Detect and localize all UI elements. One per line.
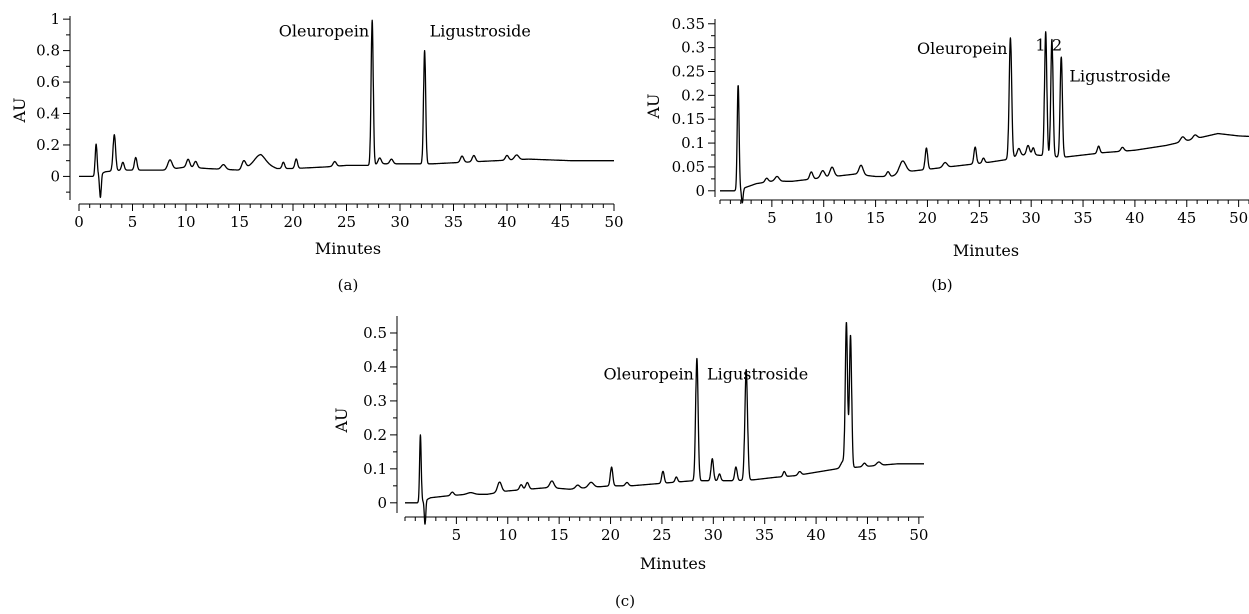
chart-c-x-tick-label: 25 [652, 526, 671, 544]
chart-b-x-tick-label: 40 [1125, 209, 1144, 227]
chart-b-x-tick-label: 30 [1022, 209, 1041, 227]
chart-c-y-axis: 0 0.1 0.2 0.3 0.4 0.5 [363, 316, 398, 513]
chart-a-x-tick-label: 30 [390, 213, 409, 231]
chart-c-y-tick-label: 0 [377, 494, 387, 512]
chart-b-y-tick-label: 0.05 [672, 158, 705, 176]
chart-b-annotations: Oleuropein 1 2 Ligustroside [917, 35, 1171, 85]
chart-a-y-tick-label: 0.2 [36, 136, 60, 154]
chart-a-annotations: Oleuropein Ligustroside [279, 22, 531, 41]
chart-c-trace [404, 321, 925, 525]
chart-b-peak-label: Oleuropein [917, 39, 1007, 58]
chart-c-x-tick-label: 45 [858, 526, 877, 544]
chart-a-x-tick-label: 50 [604, 213, 623, 231]
chart-c-x-tick-label: 15 [550, 526, 569, 544]
chart-b-peak-label: Ligustroside [1069, 66, 1170, 85]
chart-b-x-tick-label: 20 [918, 209, 937, 227]
chart-b-x-axis: 5 10 15 20 25 30 35 40 45 50 [719, 199, 1249, 227]
chart-c-ylabel: AU [332, 407, 351, 433]
chart-c-x-tick-label: 40 [807, 526, 826, 544]
chart-a-x-tick-label: 45 [551, 213, 570, 231]
chart-c-xlabel: Minutes [640, 554, 706, 573]
chart-b-ylabel: AU [644, 93, 663, 119]
chart-b-panel-label: (b) [931, 276, 952, 294]
chart-a-y-tick-label: 0.8 [36, 42, 60, 60]
chart-a-peak-label: Oleuropein [279, 22, 369, 41]
chart-b-x-tick-label: 15 [866, 209, 885, 227]
chart-b-y-axis: 0 0.05 0.1 0.15 0.2 0.25 0.3 0.35 [672, 15, 716, 200]
chart-b-y-tick-label: 0 [695, 182, 705, 200]
chart-a-y-tick-label: 0.4 [36, 105, 60, 123]
chart-a-x-tick-label: 10 [176, 213, 195, 231]
chart-c-x-tick-label: 20 [601, 526, 620, 544]
chart-b-y-tick-label: 0.35 [672, 15, 705, 33]
chart-b-x-tick-label: 10 [814, 209, 833, 227]
chart-c-y-tick-label: 0.3 [363, 392, 387, 410]
chart-c-x-tick-label: 30 [704, 526, 723, 544]
chart-b-y-tick-label: 0.2 [681, 86, 705, 104]
chart-a-x-tick-label: 5 [128, 213, 138, 231]
chart-a-y-axis: 0 0.2 0.4 0.6 0.8 1 [36, 10, 71, 200]
chart-b-y-tick-label: 0.25 [672, 62, 705, 80]
chart-a-ylabel: AU [10, 97, 29, 123]
chart-panel-c: 5 10 15 20 25 30 35 40 45 50 0 0.1 0.2 0.3 0.4 0.5 Ole… [332, 316, 928, 610]
chart-a-x-axis: 0 5 10 15 20 25 30 35 40 45 50 [74, 203, 624, 231]
chart-c-peak-label: Ligustroside [707, 365, 808, 384]
chart-c-annotations: Oleuropein Ligustroside [603, 365, 808, 384]
chart-a-y-tick-label: 0 [50, 167, 60, 185]
chart-panel-a: 0 5 10 15 20 25 30 35 40 45 50 0 0.2 0.4 0.6 0.8 1 Oleu… [10, 10, 624, 294]
chart-c-x-tick-label: 35 [755, 526, 774, 544]
chart-c-y-tick-label: 0.1 [363, 460, 387, 478]
chart-c-x-tick-label: 50 [909, 526, 928, 544]
chart-b-x-tick-label: 45 [1177, 209, 1196, 227]
chart-a-x-tick-label: 15 [230, 213, 249, 231]
chart-b-x-tick-label: 50 [1229, 209, 1248, 227]
chart-c-y-tick-label: 0.4 [363, 358, 387, 376]
chart-b-y-tick-label: 0.15 [672, 110, 705, 128]
chart-b-x-tick-label: 35 [1073, 209, 1092, 227]
chart-c-peak-label: Oleuropein [603, 365, 693, 384]
chart-b-trace [719, 31, 1249, 204]
chart-a-x-tick-label: 0 [74, 213, 84, 231]
chart-a-x-tick-label: 35 [444, 213, 463, 231]
chart-a-panel-label: (a) [338, 276, 359, 294]
chart-panel-b: 5 10 15 20 25 30 35 40 45 50 00.050.10.150.20.250… [644, 15, 1249, 294]
chart-a-peak-label: Ligustroside [430, 22, 531, 41]
chart-a-x-tick-label: 40 [497, 213, 516, 231]
chart-c-panel-label: (c) [615, 592, 635, 610]
chart-a-y-tick-label: 1 [50, 10, 60, 28]
chart-c-x-tick-label: 10 [498, 526, 517, 544]
chart-c-y-tick-label: 0.2 [363, 426, 387, 444]
chart-b-y-tick-label: 0.3 [681, 39, 705, 57]
chart-b-xlabel: Minutes [953, 241, 1019, 260]
chart-b-x-tick-label: 5 [767, 209, 777, 227]
chart-a-trace [78, 19, 615, 199]
chart-c-x-axis: 5 10 15 20 25 30 35 40 45 50 [404, 516, 928, 544]
chart-a-xlabel: Minutes [315, 239, 381, 258]
chart-a-x-tick-label: 25 [337, 213, 356, 231]
chart-b-x-tick-label: 25 [970, 209, 989, 227]
chart-c-x-tick-label: 5 [452, 526, 462, 544]
chart-c-y-tick-label: 0.5 [363, 324, 387, 342]
chart-b-y-tick-label: 0.1 [681, 134, 705, 152]
chart-b-peak-label: 1 [1035, 35, 1045, 54]
chart-b-peak-label: 2 [1052, 35, 1062, 54]
chart-a-y-tick-label: 0.6 [36, 73, 60, 91]
chart-a-x-tick-label: 20 [283, 213, 302, 231]
